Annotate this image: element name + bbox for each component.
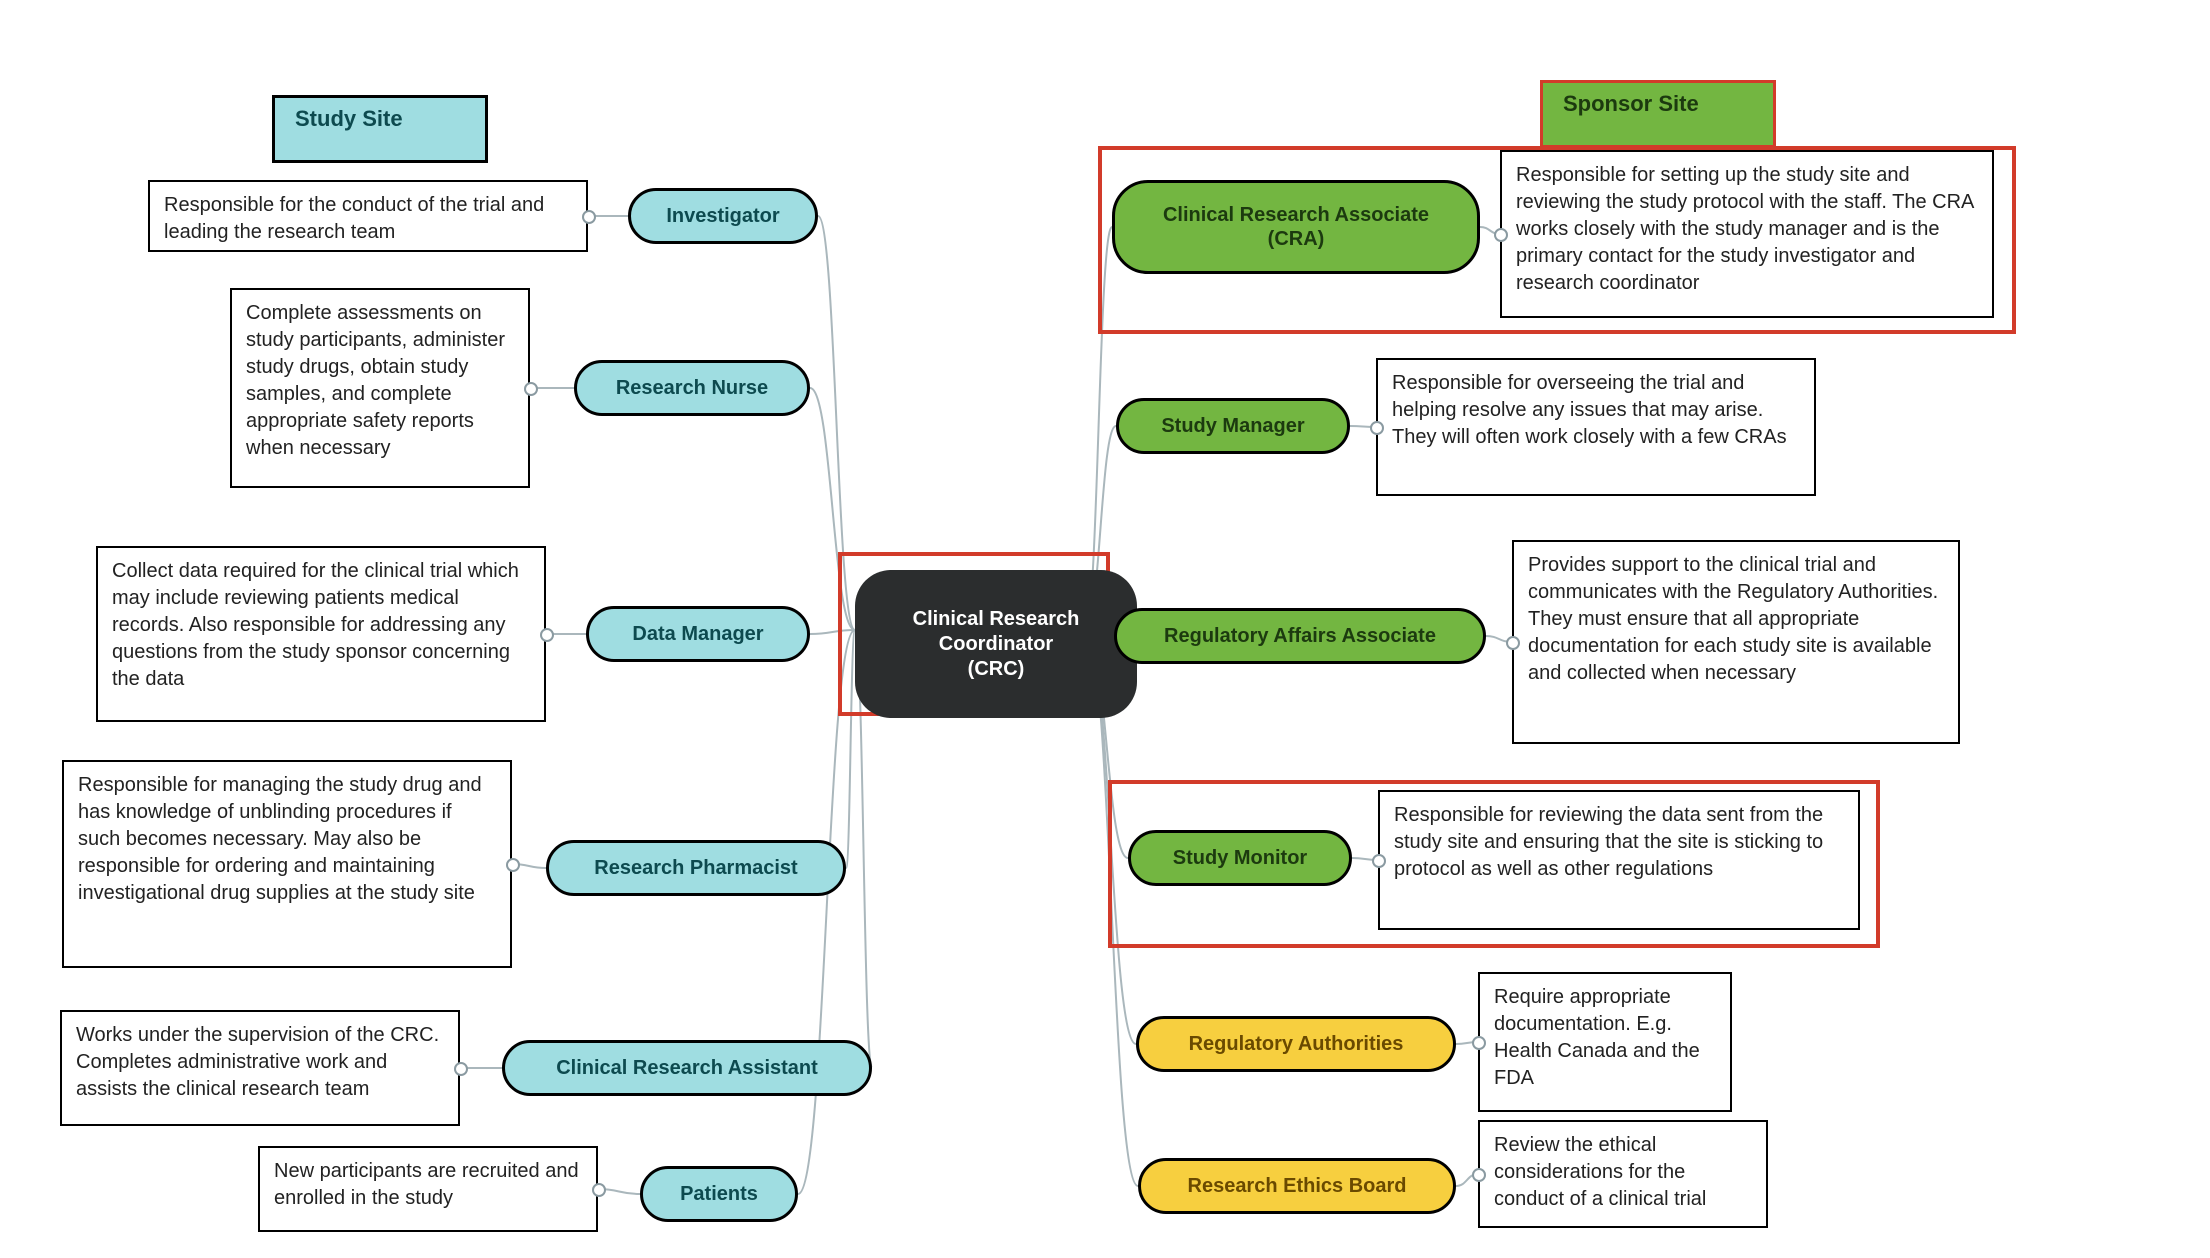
legend-study-site: Study Site xyxy=(272,95,488,163)
mindmap-stage: Study Site Sponsor Site Clinical ResearchC… xyxy=(0,0,2210,1258)
desc-research_ethics_board: Review the ethical considerations for th… xyxy=(1478,1120,1768,1228)
desc-cra: Responsible for setting up the study sit… xyxy=(1500,150,1994,318)
pill-clinical_research_assistant: Clinical Research Assistant xyxy=(502,1040,872,1096)
pill-study_manager: Study Manager xyxy=(1116,398,1350,454)
dot-regulatory_affairs xyxy=(1506,636,1520,650)
dot-data_manager xyxy=(540,628,554,642)
dot-investigator xyxy=(582,210,596,224)
pill-research_ethics_board: Research Ethics Board xyxy=(1138,1158,1456,1214)
desc-clinical_research_assistant: Works under the supervision of the CRC. … xyxy=(60,1010,460,1126)
dot-research_nurse xyxy=(524,382,538,396)
pill-patients: Patients xyxy=(640,1166,798,1222)
desc-regulatory_affairs: Provides support to the clinical trial a… xyxy=(1512,540,1960,744)
desc-data_manager: Collect data required for the clinical t… xyxy=(96,546,546,722)
dot-research_pharmacist xyxy=(506,858,520,872)
desc-research_pharmacist: Responsible for managing the study drug … xyxy=(62,760,512,968)
desc-study_manager: Responsible for overseeing the trial and… xyxy=(1376,358,1816,496)
pill-research_pharmacist: Research Pharmacist xyxy=(546,840,846,896)
legend-sponsor-site: Sponsor Site xyxy=(1540,80,1776,148)
dot-cra xyxy=(1494,228,1508,242)
pill-regulatory_authorities: Regulatory Authorities xyxy=(1136,1016,1456,1072)
pill-cra: Clinical Research Associate (CRA) xyxy=(1112,180,1480,274)
desc-patients: New participants are recruited and enrol… xyxy=(258,1146,598,1232)
dot-study_manager xyxy=(1370,421,1384,435)
desc-study_monitor: Responsible for reviewing the data sent … xyxy=(1378,790,1860,930)
dot-study_monitor xyxy=(1372,854,1386,868)
pill-study_monitor: Study Monitor xyxy=(1128,830,1352,886)
pill-data_manager: Data Manager xyxy=(586,606,810,662)
pill-investigator: Investigator xyxy=(628,188,818,244)
desc-investigator: Responsible for the conduct of the trial… xyxy=(148,180,588,252)
desc-research_nurse: Complete assessments on study participan… xyxy=(230,288,530,488)
desc-regulatory_authorities: Require appropriate documentation. E.g. … xyxy=(1478,972,1732,1112)
center-node: Clinical ResearchCoordinator(CRC) xyxy=(855,570,1137,718)
dot-clinical_research_assistant xyxy=(454,1062,468,1076)
pill-research_nurse: Research Nurse xyxy=(574,360,810,416)
dot-patients xyxy=(592,1183,606,1197)
dot-research_ethics_board xyxy=(1472,1168,1486,1182)
pill-regulatory_affairs: Regulatory Affairs Associate xyxy=(1114,608,1486,664)
dot-regulatory_authorities xyxy=(1472,1036,1486,1050)
